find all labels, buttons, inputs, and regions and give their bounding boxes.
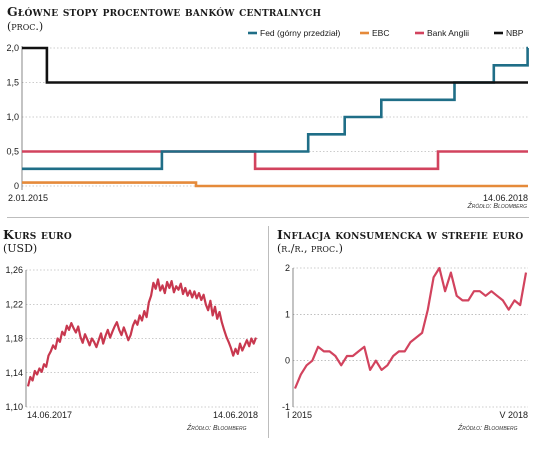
chart2-title: Kurs euro — [3, 227, 72, 242]
divider-vertical — [268, 226, 269, 438]
x-tick-label: V 2018 — [499, 410, 528, 420]
chart3-source: Źródło: Bloomberg — [458, 425, 518, 432]
exchange-rate-chart: 1,10 1,14 1,18 1,22 1,26 14.06.2017 14.06.2018 — [5, 265, 258, 420]
y-tick-label: 2 — [285, 263, 290, 273]
y-tick-label: 1,10 — [5, 402, 23, 412]
legend-label: Bank Anglii — [427, 28, 469, 38]
series-line — [293, 266, 528, 389]
rates-chart: 0 0,5 1,0 1,5 2,0 2.01.2015 14.06.2018 Fed (gór… — [6, 28, 529, 203]
chart3-subtitle: (r./r., proc.) — [277, 242, 343, 255]
chart2-source: Źródło: Bloomberg — [187, 425, 247, 432]
y-tick-label: 1,5 — [6, 78, 19, 88]
series-line — [22, 46, 529, 171]
chart2-subtitle: (USD) — [3, 242, 38, 255]
legend-label: Fed (górny przedział) — [260, 28, 340, 38]
chart1-title: Główne stopy procentowe banków centralny… — [7, 4, 322, 19]
y-tick-label: 1,18 — [5, 334, 23, 344]
y-tick-label: 1,22 — [5, 299, 23, 309]
y-tick-label: 1 — [285, 309, 290, 319]
x-tick-label: 2.01.2015 — [8, 193, 48, 203]
y-tick-label: -1 — [282, 402, 290, 412]
chart1-subtitle: (proc.) — [7, 20, 44, 33]
y-tick-label: 1,26 — [5, 265, 23, 275]
divider-horizontal — [7, 217, 529, 218]
y-tick-label: 0 — [285, 356, 290, 366]
x-tick-label: 14.06.2018 — [483, 193, 528, 203]
x-tick-label: 14.06.2017 — [27, 410, 72, 420]
x-tick-label: I 2015 — [287, 410, 312, 420]
legend-label: NBP — [506, 28, 524, 38]
y-tick-label: 0,5 — [6, 147, 19, 157]
x-tick-label: 14.06.2018 — [213, 410, 258, 420]
y-tick-label: 1,0 — [6, 112, 19, 122]
y-tick-label: 0 — [14, 181, 19, 191]
series-line — [22, 46, 528, 84]
legend-label: EBC — [372, 28, 389, 38]
series-line — [26, 278, 258, 387]
y-tick-label: 2,0 — [6, 43, 19, 53]
series-line — [22, 181, 528, 188]
chart3-title: Inflacja konsumencka w strefie euro — [277, 227, 524, 242]
y-tick-label: 1,14 — [5, 368, 23, 378]
chart1-source: Źródło: Bloomberg — [467, 203, 527, 210]
